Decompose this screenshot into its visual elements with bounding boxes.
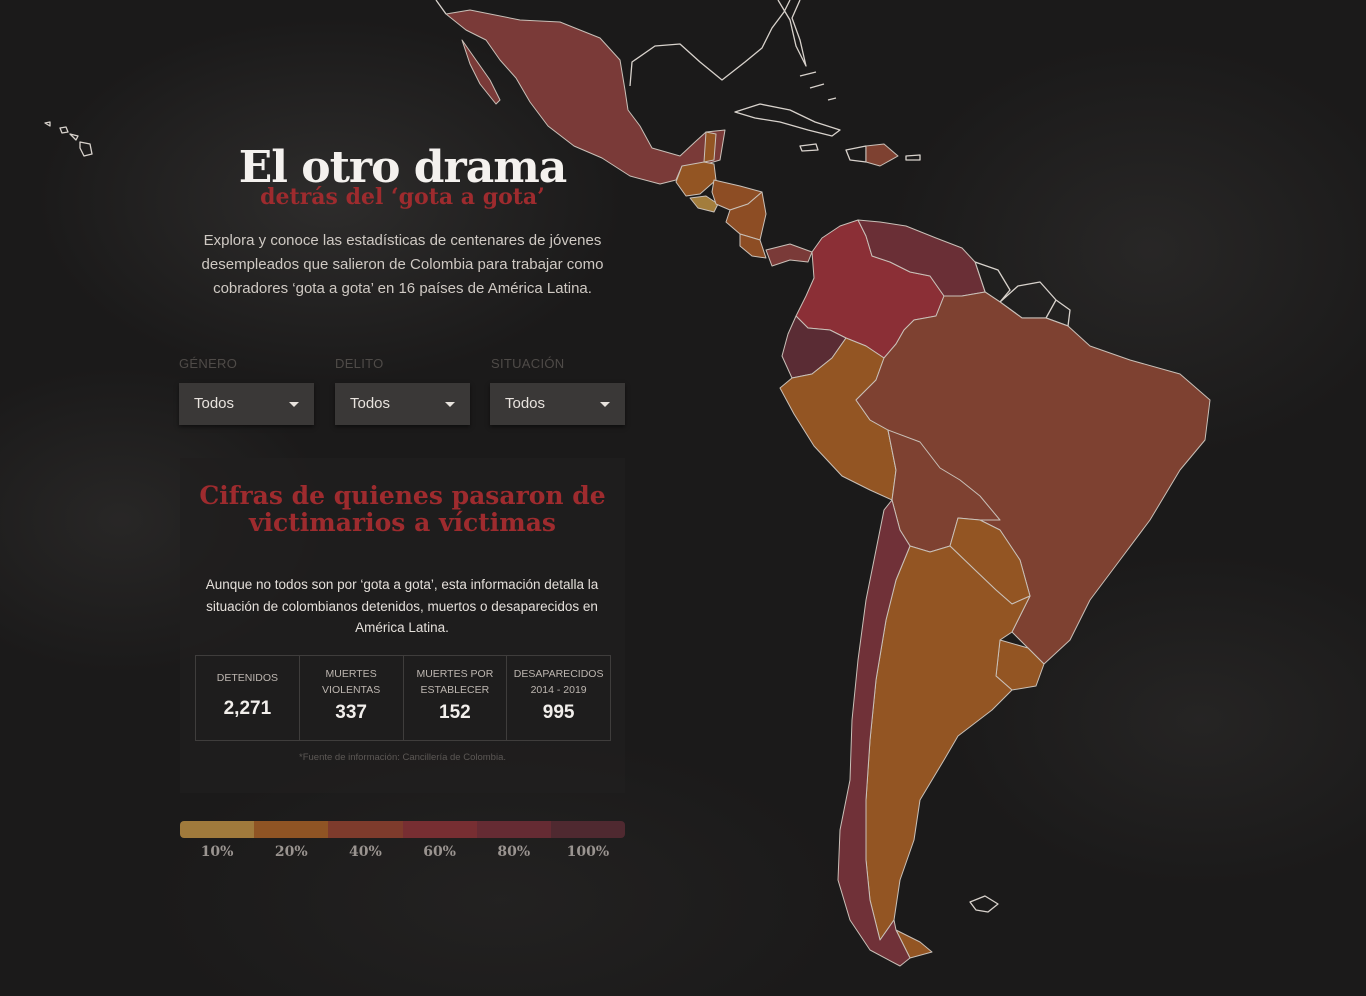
legend-label: 100% [566,844,610,860]
stat-muertes-por-establecer: MUERTES POR ESTABLECER 152 [404,656,508,740]
stat-label: DETENIDOS [216,672,278,684]
stat-desaparecidos: DESAPARECIDOS 2014 - 2019 995 [507,656,610,740]
stat-label: MUERTES VIOLENTAS [322,668,381,696]
chevron-down-icon [289,402,299,407]
legend-swatch [254,821,329,838]
stat-value: 337 [335,702,367,723]
falklands-outline [969,895,999,913]
country-panama[interactable] [765,243,813,267]
legend-swatch [476,821,551,838]
florida-outline [777,0,807,67]
legend-label: 80% [497,844,531,860]
legend-label: 60% [423,844,456,860]
stat-value: 995 [542,702,575,723]
chevron-down-icon [445,402,455,407]
country-argentina[interactable] [865,545,1031,959]
genero-select[interactable]: Todos [179,383,314,425]
jamaica-outline [799,143,819,152]
country-costa-rica[interactable] [739,233,767,259]
bahamas-outline [799,71,837,101]
stat-muertes-violentas: MUERTES VIOLENTAS 337 [300,656,404,740]
legend-label: 40% [349,844,382,860]
country-dominican-republic[interactable] [865,143,899,167]
page-title: El otro drama [238,142,568,193]
stat-label: MUERTES POR ESTABLECER [416,668,494,696]
genero-select-value: Todos [194,395,235,412]
cuba-outline [734,103,841,137]
haiti-outline [845,145,867,163]
panel-title: Cifras de quienes pasaron de victimarios… [199,481,606,537]
filter-label-genero: GÉNERO [179,356,238,371]
country-guatemala[interactable] [675,161,717,197]
delito-select[interactable]: Todos [335,383,470,425]
delito-select-value: Todos [350,395,391,412]
country-chile[interactable] [837,499,911,967]
legend-swatch [180,821,255,838]
source-note: *Fuente de información: Cancillería de C… [299,752,506,763]
stats-panel: Cifras de quienes pasaron de victimarios… [180,458,625,793]
panel-description: Aunque no todos son por ‘gota a gota’, e… [205,577,599,635]
country-el-salvador[interactable] [689,195,719,213]
filter-label-delito: DELITO [335,356,384,371]
legend-swatch [328,821,403,838]
situacion-select-value: Todos [505,395,546,412]
stat-detenidos: DETENIDOS 2,271 [196,656,300,740]
country-belize[interactable] [703,131,717,163]
legend-swatch [550,821,625,838]
us-coast-outline [435,0,791,87]
hawaii-outline [44,121,93,157]
country-mexico[interactable] [445,9,726,185]
stat-value: 152 [439,702,471,723]
color-legend: 10% 20% 40% 60% 80% 100% [180,821,625,860]
situacion-select[interactable]: Todos [490,383,625,425]
filter-label-situacion: SITUACIÓN [491,356,565,371]
page-subtitle: detrás del ‘gota a gota’ [260,184,545,210]
stat-label: DESAPARECIDOS 2014 - 2019 [513,668,604,696]
stat-value: 2,271 [223,698,272,719]
puerto-rico-outline [905,154,921,161]
intro-text: Explora y conoce las estadísticas de cen… [201,232,604,297]
legend-label: 20% [274,844,308,860]
legend-labels: 10% 20% 40% 60% 80% 100% [180,844,625,860]
country-nicaragua[interactable] [725,191,767,241]
stats-table: DETENIDOS 2,271 MUERTES VIOLENTAS 337 MU… [195,655,611,741]
legend-label: 10% [200,844,234,860]
legend-bar [180,821,625,838]
chevron-down-icon [600,402,610,407]
legend-swatch [402,821,477,838]
